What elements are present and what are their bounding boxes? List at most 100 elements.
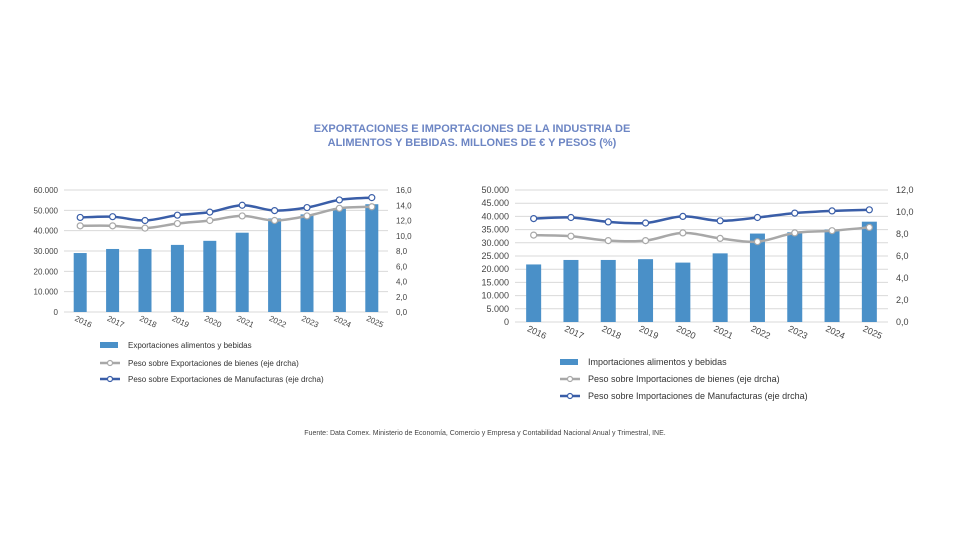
series-line xyxy=(80,205,372,230)
y-tick-label: 0 xyxy=(504,317,509,327)
bar xyxy=(235,232,249,312)
bar xyxy=(749,233,765,322)
legend-swatch xyxy=(100,342,118,348)
bar xyxy=(675,262,691,322)
y2-tick-label: 16,0 xyxy=(396,186,412,195)
y2-tick-label: 2,0 xyxy=(896,295,909,305)
line-point xyxy=(753,213,762,222)
line-point xyxy=(604,218,612,226)
bar xyxy=(600,259,616,322)
y-tick-label: 30.000 xyxy=(481,238,509,248)
y-tick-label: 45.000 xyxy=(481,198,509,208)
y2-tick-label: 14,0 xyxy=(396,201,412,210)
x-tick-label: 2020 xyxy=(203,314,223,330)
y2-tick-label: 12,0 xyxy=(396,217,412,226)
line-point xyxy=(141,216,149,225)
line-point xyxy=(530,231,538,239)
y-tick-label: 50.000 xyxy=(34,206,59,215)
line-point xyxy=(530,215,538,223)
line-point xyxy=(173,211,181,219)
line-point xyxy=(865,206,873,214)
series-line xyxy=(533,226,870,244)
legend-marker xyxy=(106,359,114,367)
line-point xyxy=(271,206,279,215)
line-point xyxy=(335,196,343,204)
bar xyxy=(824,229,840,322)
line-point xyxy=(368,203,376,211)
line-point xyxy=(238,212,246,220)
y2-tick-label: 0,0 xyxy=(396,308,408,317)
x-tick-label: 2016 xyxy=(526,324,548,342)
bar xyxy=(563,259,579,322)
line-point xyxy=(271,216,279,225)
line-point xyxy=(791,209,799,217)
y2-tick-label: 8,0 xyxy=(896,229,909,239)
bar xyxy=(365,204,379,312)
legend-label: Peso sobre Importaciones de Manufacturas… xyxy=(588,391,808,401)
bar xyxy=(73,253,87,312)
y-tick-label: 60.000 xyxy=(34,186,59,195)
bar xyxy=(638,259,654,322)
line-point xyxy=(303,212,311,220)
y-tick-label: 40.000 xyxy=(481,211,509,221)
x-tick-label: 2025 xyxy=(861,324,883,342)
legend-label: Exportaciones alimentos y bebidas xyxy=(128,341,252,350)
y2-tick-label: 6,0 xyxy=(896,251,909,261)
line-point xyxy=(108,213,117,221)
line-point xyxy=(716,234,724,242)
line-point xyxy=(206,216,214,225)
line-point xyxy=(76,222,84,230)
chart-2: 0 5.000 10.000 15.000 20.000 25.000 30.000 35.0… xyxy=(481,185,913,401)
x-tick-label: 2022 xyxy=(750,324,772,342)
line-point xyxy=(173,219,181,228)
y-tick-label: 15.000 xyxy=(481,277,509,287)
y2-tick-label: 8,0 xyxy=(396,247,408,256)
x-tick-label: 2022 xyxy=(268,314,288,330)
line-point xyxy=(335,204,343,212)
line-point xyxy=(791,229,799,237)
chart-title-line-2: ALIMENTOS Y BEBIDAS. MILLONES DE € Y PES… xyxy=(327,137,617,149)
y-tick-label: 0 xyxy=(54,308,59,317)
y2-tick-label: 4,0 xyxy=(396,278,408,287)
y2-tick-label: 10,0 xyxy=(896,207,914,217)
legend-label: Importaciones alimentos y bebidas xyxy=(588,357,727,367)
line-point xyxy=(303,203,311,212)
series-line xyxy=(533,208,870,225)
line-point xyxy=(238,201,246,209)
legend-marker xyxy=(566,375,574,383)
y-tick-label: 40.000 xyxy=(34,227,59,236)
y-tick-label: 25.000 xyxy=(481,251,509,261)
x-tick-label: 2020 xyxy=(675,324,697,342)
line-point xyxy=(567,213,575,222)
x-tick-label: 2023 xyxy=(300,314,320,330)
y-tick-label: 10.000 xyxy=(34,288,59,297)
y-tick-label: 5.000 xyxy=(486,304,509,314)
series-line xyxy=(80,196,372,222)
bar xyxy=(300,214,314,312)
bar xyxy=(712,253,728,322)
x-tick-label: 2018 xyxy=(138,314,158,330)
y-tick-label: 10.000 xyxy=(481,291,509,301)
y-tick-label: 50.000 xyxy=(481,185,509,195)
y-tick-label: 35.000 xyxy=(481,225,509,235)
x-tick-label: 2024 xyxy=(824,324,846,342)
line-point xyxy=(641,237,650,245)
y2-tick-label: 4,0 xyxy=(896,273,909,283)
y2-tick-label: 10,0 xyxy=(396,232,412,241)
bar xyxy=(787,232,803,322)
x-tick-label: 2025 xyxy=(365,314,385,330)
legend-marker xyxy=(106,375,114,383)
line-point xyxy=(679,212,687,220)
line-point xyxy=(567,232,575,240)
legend-marker xyxy=(566,392,574,400)
bar xyxy=(268,218,282,312)
x-tick-label: 2023 xyxy=(787,324,809,342)
line-point xyxy=(141,224,149,232)
x-tick-label: 2017 xyxy=(563,324,585,342)
legend-label: Peso sobre Exportaciones de bienes (eje … xyxy=(128,359,299,368)
line-point xyxy=(828,227,836,235)
bar xyxy=(861,221,877,322)
line-point xyxy=(828,207,836,215)
line-point xyxy=(865,223,873,231)
